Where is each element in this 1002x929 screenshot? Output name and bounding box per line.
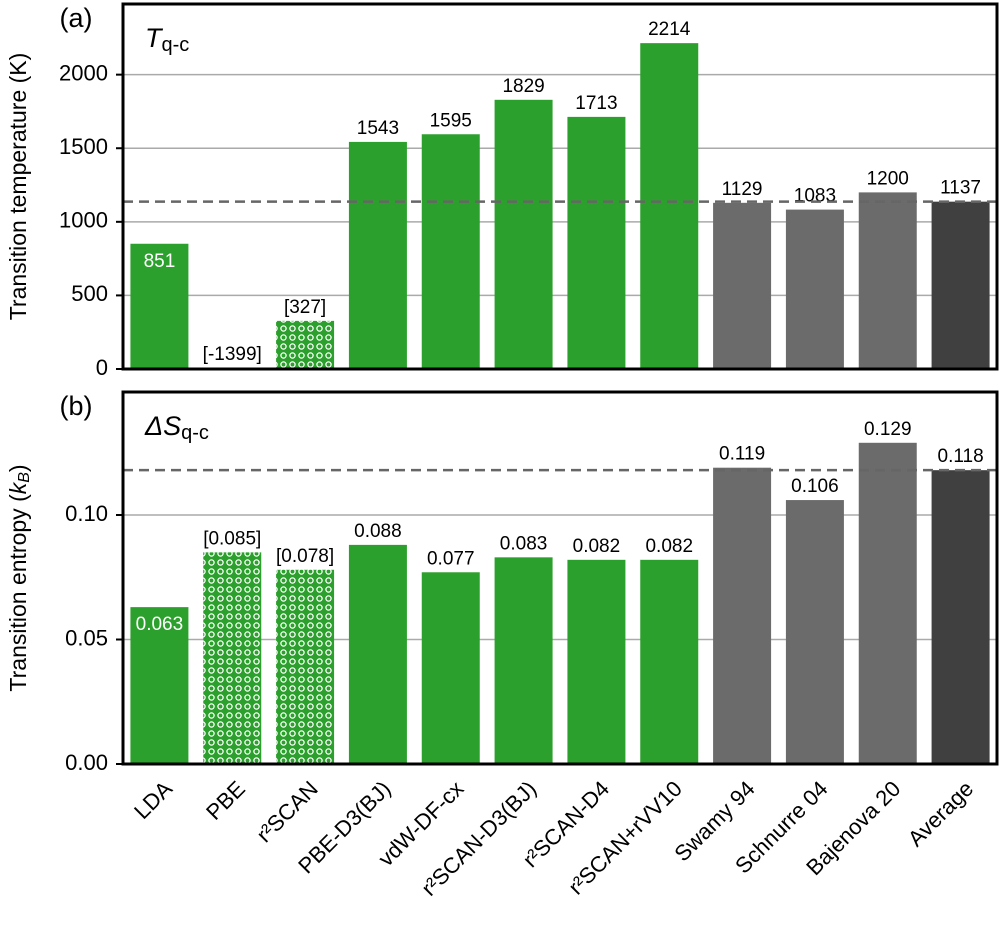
title-subscript: q-c [181, 422, 209, 444]
bar [640, 43, 699, 369]
value-label: 2214 [648, 19, 691, 40]
y-axis-label: Transition entropy (kB) [5, 464, 33, 691]
value-label: [-1399] [203, 344, 262, 365]
bar [130, 243, 189, 369]
x-tick-label: Average [903, 776, 978, 851]
y-label-text: Transition entropy ( [5, 494, 31, 692]
value-label: 1595 [430, 110, 472, 131]
x-tick-label: r²SCAN [251, 776, 322, 847]
bar [785, 209, 844, 369]
y-tick-label: 0 [96, 355, 108, 380]
y-tick-label: 1000 [59, 208, 108, 233]
value-label: 0.063 [136, 614, 184, 635]
bar [640, 559, 699, 764]
y-label-text: Transition temperature (K) [5, 53, 31, 321]
y-label-symbol: k [5, 481, 31, 494]
panel-title: Tq-c [145, 23, 189, 56]
bar [858, 442, 917, 764]
value-label: 1543 [357, 118, 399, 139]
value-label: 1200 [867, 168, 909, 189]
bar [494, 557, 553, 764]
bar [713, 467, 772, 764]
bar [203, 552, 262, 764]
value-label: 0.082 [645, 536, 693, 557]
value-label: 0.077 [427, 548, 475, 569]
value-label: 1713 [575, 93, 617, 114]
bar [567, 116, 626, 369]
bar [276, 569, 335, 764]
value-label: 0.083 [500, 533, 548, 554]
x-tick-label: LDA [129, 776, 177, 824]
bar [348, 544, 407, 764]
bars [130, 43, 990, 369]
bar [785, 500, 844, 764]
title-symbol: T [145, 23, 164, 53]
x-tick-label: PBE [201, 776, 250, 825]
value-label: 1083 [794, 186, 836, 207]
bar [348, 141, 407, 369]
bar [494, 99, 553, 369]
value-label: 0.118 [938, 446, 984, 467]
value-label: 0.088 [354, 521, 402, 542]
bar [421, 134, 480, 369]
y-tick-label: 500 [71, 281, 108, 306]
value-label: 1129 [722, 179, 763, 200]
bar [713, 202, 772, 369]
value-label: 0.119 [719, 444, 765, 465]
value-label: [0.085] [203, 528, 261, 549]
bar [567, 559, 626, 764]
y-tick-label: 2000 [59, 60, 108, 85]
value-label: 1137 [940, 178, 981, 199]
title-subscript: q-c [162, 34, 190, 56]
title-symbol: ΔS [144, 411, 181, 441]
plot-frame [121, 390, 999, 766]
value-label: [327] [284, 297, 326, 318]
value-label: 0.129 [864, 419, 912, 440]
value-label: 0.082 [573, 536, 621, 557]
plot-frame [121, 2, 999, 371]
bar [130, 607, 189, 764]
y-tick-label: 0.05 [65, 625, 108, 650]
bars [130, 442, 990, 764]
y-tick-label: 0.10 [65, 501, 108, 526]
y-tick-label: 0.00 [65, 750, 108, 775]
value-label: 1829 [502, 76, 544, 97]
panel-label: (b) [60, 391, 93, 421]
value-label: 851 [144, 251, 176, 272]
value-label: [0.078] [276, 546, 334, 567]
panel-label: (a) [60, 3, 93, 33]
value-label: 0.106 [791, 476, 839, 497]
y-label-end: ) [5, 464, 31, 472]
bar [931, 470, 990, 764]
y-axis-label: Transition temperature (K) [5, 53, 31, 321]
bar [931, 201, 990, 369]
bar [276, 320, 335, 369]
panel-title: ΔSq-c [144, 411, 209, 444]
bar [858, 192, 917, 369]
y-tick-label: 1500 [59, 134, 108, 159]
y-label-subscript: B [16, 472, 33, 483]
bar [421, 572, 480, 764]
